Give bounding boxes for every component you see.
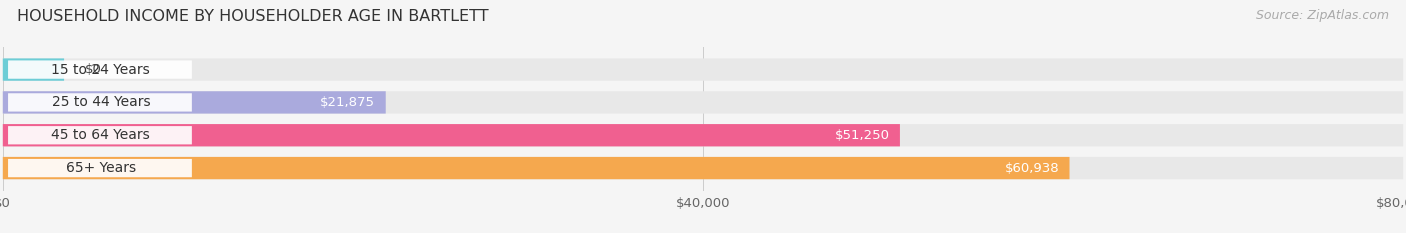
FancyBboxPatch shape [3, 157, 1070, 179]
Text: HOUSEHOLD INCOME BY HOUSEHOLDER AGE IN BARTLETT: HOUSEHOLD INCOME BY HOUSEHOLDER AGE IN B… [17, 9, 488, 24]
FancyBboxPatch shape [8, 159, 191, 177]
Text: $21,875: $21,875 [321, 96, 375, 109]
FancyBboxPatch shape [8, 93, 191, 112]
Text: 15 to 24 Years: 15 to 24 Years [52, 63, 150, 77]
FancyBboxPatch shape [3, 124, 1403, 146]
FancyBboxPatch shape [3, 58, 65, 81]
Text: $0: $0 [86, 63, 103, 76]
FancyBboxPatch shape [8, 60, 191, 79]
FancyBboxPatch shape [8, 126, 191, 144]
FancyBboxPatch shape [3, 91, 385, 113]
Text: 65+ Years: 65+ Years [66, 161, 136, 175]
FancyBboxPatch shape [3, 157, 1403, 179]
Text: $60,938: $60,938 [1004, 161, 1059, 175]
Text: 25 to 44 Years: 25 to 44 Years [52, 96, 150, 110]
Text: Source: ZipAtlas.com: Source: ZipAtlas.com [1256, 9, 1389, 22]
FancyBboxPatch shape [3, 91, 1403, 113]
Text: 45 to 64 Years: 45 to 64 Years [52, 128, 150, 142]
FancyBboxPatch shape [3, 58, 1403, 81]
Text: $51,250: $51,250 [834, 129, 890, 142]
FancyBboxPatch shape [3, 124, 900, 146]
